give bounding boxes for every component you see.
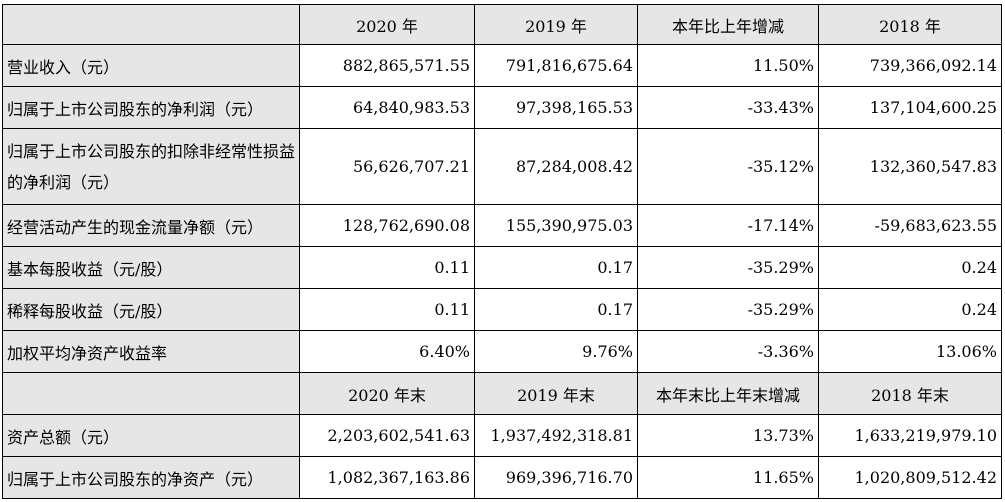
- value-cell: -35.29%: [637, 288, 819, 331]
- value-cell: 1,020,809,512.42: [818, 456, 1002, 499]
- value-cell: 882,865,571.55: [299, 44, 475, 87]
- value-cell: 0.11: [299, 288, 475, 331]
- header-cell: 2020 年: [299, 4, 475, 45]
- header-blank-cell: [2, 4, 300, 45]
- value-cell: 0.24: [818, 246, 1002, 289]
- value-cell: 132,360,547.83: [818, 128, 1002, 205]
- value-cell: 64,840,983.53: [299, 86, 475, 129]
- value-cell: -59,683,623.55: [818, 204, 1002, 247]
- table-row: 营业收入（元） 882,865,571.55 791,816,675.64 11…: [2, 44, 1002, 87]
- row-label: 稀释每股收益（元/股）: [2, 288, 300, 331]
- value-cell: 0.11: [299, 246, 475, 289]
- value-cell: -3.36%: [637, 330, 819, 373]
- table-row: 归属于上市公司股东的扣除非经常性损益的净利润（元） 56,626,707.21 …: [2, 128, 1002, 205]
- row-label: 归属于上市公司股东的净资产（元）: [2, 456, 300, 499]
- value-cell: 97,398,165.53: [474, 86, 638, 129]
- value-cell: 1,937,492,318.81: [474, 414, 638, 457]
- table-row: 资产总额（元） 2,203,602,541.63 1,937,492,318.8…: [2, 414, 1002, 457]
- value-cell: 87,284,008.42: [474, 128, 638, 205]
- value-cell: 6.40%: [299, 330, 475, 373]
- value-cell: 1,082,367,163.86: [299, 456, 475, 499]
- value-cell: 13.06%: [818, 330, 1002, 373]
- header-cell: 2018 年末: [818, 372, 1002, 415]
- header-cell: 本年末比上年末增减: [637, 372, 819, 415]
- value-cell: -35.29%: [637, 246, 819, 289]
- table-row: 经营活动产生的现金流量净额（元） 128,762,690.08 155,390,…: [2, 204, 1002, 247]
- value-cell: 739,366,092.14: [818, 44, 1002, 87]
- header-blank-cell: [2, 372, 300, 415]
- value-cell: 56,626,707.21: [299, 128, 475, 205]
- row-label: 营业收入（元）: [2, 44, 300, 87]
- row-label: 加权平均净资产收益率: [2, 330, 300, 373]
- value-cell: 2,203,602,541.63: [299, 414, 475, 457]
- value-cell: -17.14%: [637, 204, 819, 247]
- value-cell: 0.17: [474, 288, 638, 331]
- value-cell: 137,104,600.25: [818, 86, 1002, 129]
- table-row: 归属于上市公司股东的净利润（元） 64,840,983.53 97,398,16…: [2, 86, 1002, 129]
- table-row: 基本每股收益（元/股） 0.11 0.17 -35.29% 0.24: [2, 246, 1002, 289]
- table-row: 归属于上市公司股东的净资产（元） 1,082,367,163.86 969,39…: [2, 456, 1002, 499]
- row-label: 归属于上市公司股东的净利润（元）: [2, 86, 300, 129]
- value-cell: 155,390,975.03: [474, 204, 638, 247]
- value-cell: -35.12%: [637, 128, 819, 205]
- table-row: 稀释每股收益（元/股） 0.11 0.17 -35.29% 0.24: [2, 288, 1002, 331]
- value-cell: 11.65%: [637, 456, 819, 499]
- header-cell: 2018 年: [818, 4, 1002, 45]
- header-row-annual: 2020 年 2019 年 本年比上年增减 2018 年: [2, 4, 1002, 45]
- table-row: 加权平均净资产收益率 6.40% 9.76% -3.36% 13.06%: [2, 330, 1002, 373]
- value-cell: 128,762,690.08: [299, 204, 475, 247]
- row-label: 归属于上市公司股东的扣除非经常性损益的净利润（元）: [2, 128, 300, 205]
- value-cell: -33.43%: [637, 86, 819, 129]
- value-cell: 969,396,716.70: [474, 456, 638, 499]
- value-cell: 0.17: [474, 246, 638, 289]
- header-cell: 2019 年: [474, 4, 638, 45]
- row-label: 经营活动产生的现金流量净额（元）: [2, 204, 300, 247]
- value-cell: 1,633,219,979.10: [818, 414, 1002, 457]
- value-cell: 791,816,675.64: [474, 44, 638, 87]
- header-cell: 2019 年末: [474, 372, 638, 415]
- value-cell: 9.76%: [474, 330, 638, 373]
- header-row-year-end: 2020 年末 2019 年末 本年末比上年末增减 2018 年末: [2, 372, 1002, 415]
- financial-summary-table: 2020 年 2019 年 本年比上年增减 2018 年 营业收入（元） 882…: [2, 4, 1002, 499]
- row-label: 资产总额（元）: [2, 414, 300, 457]
- value-cell: 11.50%: [637, 44, 819, 87]
- header-cell: 2020 年末: [299, 372, 475, 415]
- value-cell: 0.24: [818, 288, 1002, 331]
- header-cell: 本年比上年增减: [637, 4, 819, 45]
- value-cell: 13.73%: [637, 414, 819, 457]
- row-label: 基本每股收益（元/股）: [2, 246, 300, 289]
